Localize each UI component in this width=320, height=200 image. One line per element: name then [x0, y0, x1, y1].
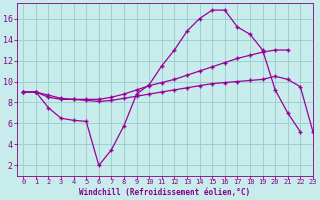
- X-axis label: Windchill (Refroidissement éolien,°C): Windchill (Refroidissement éolien,°C): [79, 188, 251, 197]
